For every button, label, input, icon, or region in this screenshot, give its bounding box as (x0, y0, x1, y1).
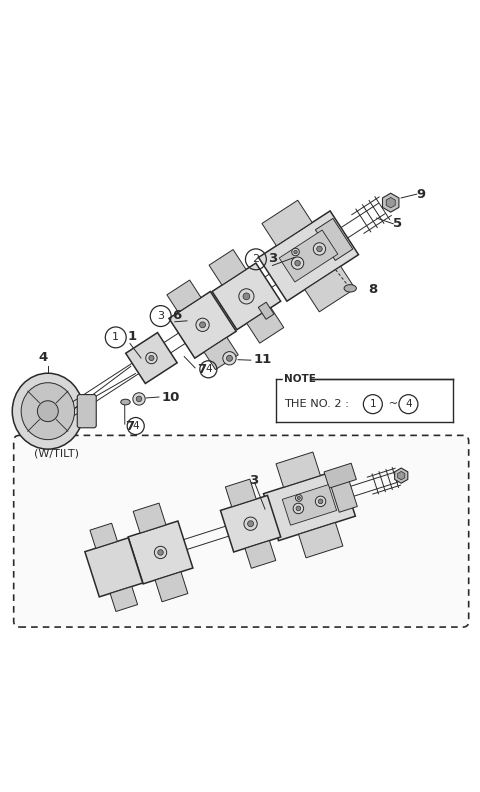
Text: 6: 6 (172, 309, 182, 322)
Text: 4: 4 (38, 351, 48, 364)
Circle shape (295, 261, 300, 266)
Polygon shape (383, 193, 399, 212)
Polygon shape (305, 266, 355, 312)
Text: 3: 3 (157, 311, 164, 321)
Polygon shape (167, 280, 201, 312)
Polygon shape (212, 263, 281, 329)
Text: 5: 5 (393, 217, 402, 230)
Polygon shape (133, 503, 166, 533)
FancyBboxPatch shape (14, 436, 468, 627)
Polygon shape (315, 219, 353, 261)
Circle shape (291, 257, 304, 269)
Polygon shape (169, 291, 236, 358)
Circle shape (292, 248, 300, 256)
Polygon shape (397, 471, 405, 480)
Circle shape (239, 289, 254, 304)
Polygon shape (126, 333, 177, 383)
Circle shape (248, 520, 253, 527)
Text: 1: 1 (370, 399, 376, 409)
Circle shape (244, 517, 257, 531)
Circle shape (200, 322, 205, 328)
Circle shape (315, 496, 326, 507)
Ellipse shape (121, 399, 130, 405)
Circle shape (196, 318, 209, 332)
Text: 3: 3 (249, 474, 258, 487)
Text: ~: ~ (384, 399, 402, 409)
Circle shape (294, 250, 297, 253)
Circle shape (318, 499, 323, 504)
Circle shape (313, 243, 325, 255)
Text: 9: 9 (417, 188, 426, 200)
Polygon shape (155, 572, 188, 602)
Circle shape (158, 550, 163, 555)
Polygon shape (264, 469, 355, 541)
Polygon shape (279, 230, 338, 282)
Polygon shape (209, 249, 246, 285)
Text: 1: 1 (112, 333, 119, 342)
Polygon shape (90, 524, 118, 548)
Polygon shape (262, 200, 312, 246)
Polygon shape (329, 476, 357, 512)
Text: 7: 7 (197, 363, 206, 375)
FancyBboxPatch shape (77, 394, 96, 428)
Text: NOTE: NOTE (284, 375, 316, 384)
Text: 4: 4 (132, 421, 139, 431)
Polygon shape (110, 587, 138, 611)
Polygon shape (282, 485, 336, 525)
Circle shape (146, 352, 157, 364)
Polygon shape (128, 521, 193, 584)
Polygon shape (226, 479, 256, 507)
Polygon shape (276, 452, 320, 487)
Polygon shape (386, 197, 395, 208)
Text: 1: 1 (128, 330, 137, 343)
Text: 3: 3 (268, 252, 277, 265)
Text: 10: 10 (161, 390, 180, 403)
Text: THE NO. 2 :: THE NO. 2 : (284, 399, 353, 409)
Circle shape (227, 356, 232, 361)
Polygon shape (85, 538, 143, 597)
Circle shape (317, 246, 322, 252)
Text: 2: 2 (252, 254, 260, 265)
Circle shape (243, 293, 250, 300)
Text: (W/TILT): (W/TILT) (34, 448, 79, 459)
Polygon shape (247, 307, 284, 343)
Ellipse shape (21, 383, 74, 440)
Polygon shape (395, 468, 408, 483)
Polygon shape (259, 211, 359, 301)
Circle shape (293, 503, 303, 514)
Circle shape (296, 506, 301, 511)
Text: 11: 11 (253, 353, 272, 366)
Polygon shape (245, 541, 276, 569)
Polygon shape (220, 496, 281, 552)
Circle shape (133, 393, 145, 405)
Circle shape (136, 396, 142, 402)
Ellipse shape (344, 284, 357, 292)
Text: 4: 4 (405, 399, 412, 409)
Polygon shape (324, 463, 356, 488)
Polygon shape (299, 523, 343, 558)
Polygon shape (283, 378, 309, 381)
Circle shape (155, 546, 167, 558)
Text: 7: 7 (125, 420, 134, 432)
Circle shape (223, 352, 236, 365)
Circle shape (149, 356, 154, 360)
Ellipse shape (12, 373, 84, 449)
Polygon shape (258, 303, 274, 319)
Circle shape (296, 495, 302, 501)
Text: 8: 8 (368, 283, 378, 295)
Polygon shape (204, 337, 238, 370)
Text: 4: 4 (205, 364, 212, 375)
Circle shape (297, 497, 300, 500)
Circle shape (37, 401, 58, 421)
